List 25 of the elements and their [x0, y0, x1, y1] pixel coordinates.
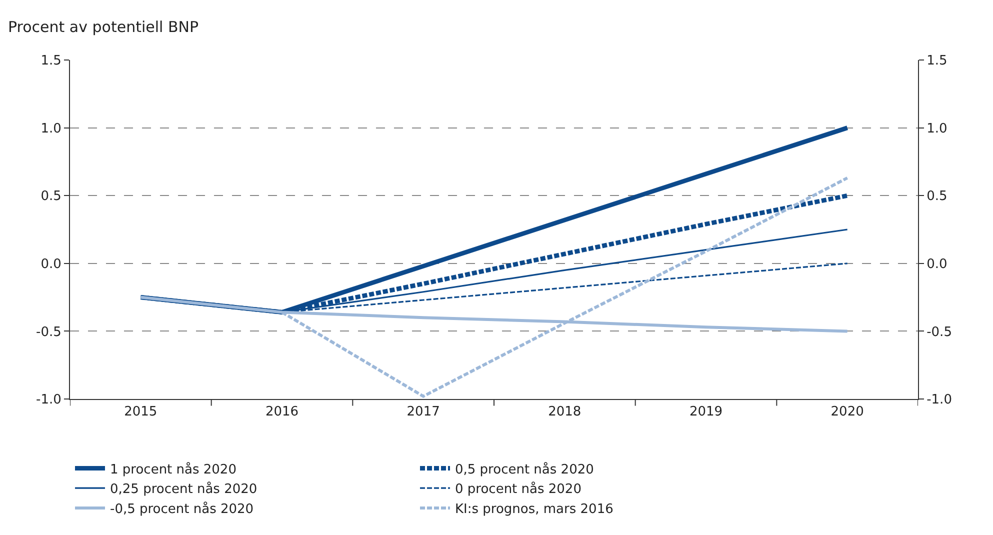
x-tick-label: 2020	[830, 404, 864, 420]
x-tick-label: 2018	[548, 404, 582, 420]
y-tick-label: 0.0	[40, 256, 62, 272]
legend-label: 1 procent nås 2020	[110, 461, 236, 478]
x-tick-label: 2016	[265, 404, 299, 420]
y-tick-label: 1.5	[40, 54, 62, 69]
y2-tick-label: 1.0	[926, 121, 948, 136]
x-tick-label: 2017	[406, 404, 440, 420]
x-tick-label: 2019	[689, 404, 723, 420]
x-tick-label: 2015	[124, 404, 158, 420]
legend-label: -0,5 procent nås 2020	[110, 501, 254, 518]
y-tick-label: -0.5	[36, 324, 62, 340]
y2-tick-label: -1.0	[926, 392, 952, 408]
y2-tick-label: 1.5	[926, 54, 948, 69]
y-tick-label: 0.5	[40, 189, 62, 204]
y-tick-label: -1.0	[36, 392, 62, 408]
y-tick-label: 1.0	[40, 121, 62, 136]
legend-label: 0,25 procent nås 2020	[110, 481, 258, 498]
y-axis-title: Procent av potentiell BNP	[8, 18, 199, 36]
legend-label: KI:s prognos, mars 2016	[455, 502, 614, 518]
y2-tick-label: -0.5	[926, 324, 952, 340]
legend-label: 0,5 procent nås 2020	[455, 461, 594, 478]
legend-label: 0 procent nås 2020	[455, 481, 582, 498]
y2-tick-label: 0.5	[926, 189, 948, 204]
y2-tick-label: 0.0	[926, 256, 948, 272]
